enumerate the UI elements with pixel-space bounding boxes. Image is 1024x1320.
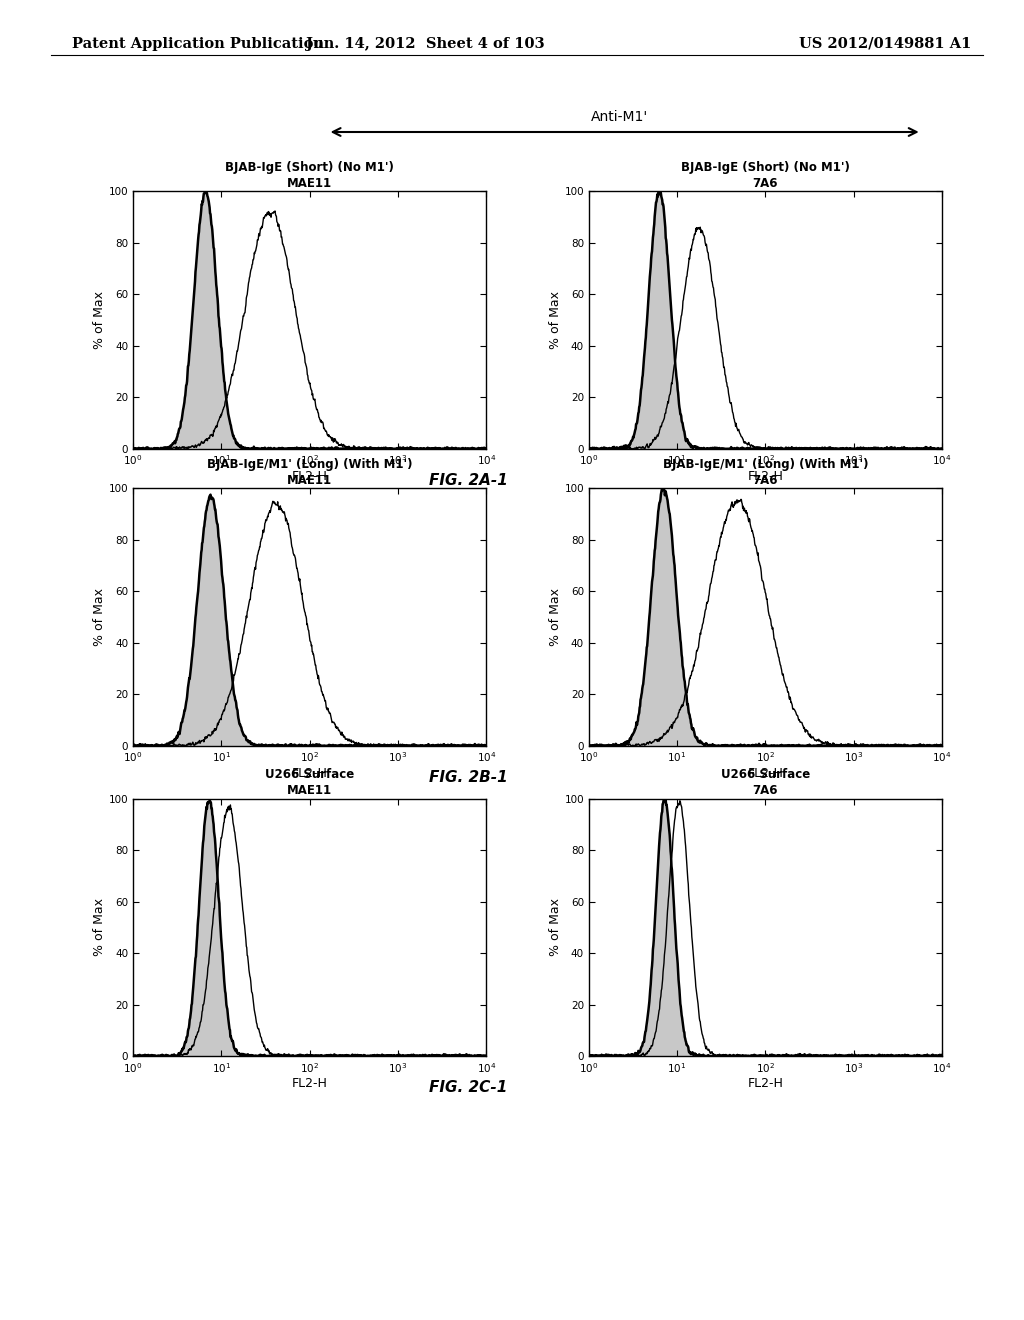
Title: U266 Surface
MAE11: U266 Surface MAE11 <box>265 768 354 797</box>
Y-axis label: % of Max: % of Max <box>93 899 105 956</box>
X-axis label: FL2-H: FL2-H <box>748 470 783 483</box>
X-axis label: FL2-H: FL2-H <box>292 767 328 780</box>
X-axis label: FL2-H: FL2-H <box>292 470 328 483</box>
Text: Anti-M1': Anti-M1' <box>591 110 648 124</box>
X-axis label: FL2-H: FL2-H <box>748 1077 783 1090</box>
Title: BJAB-IgE/M1' (Long) (With M1')
MAE11: BJAB-IgE/M1' (Long) (With M1') MAE11 <box>207 458 413 487</box>
Title: BJAB-IgE/M1' (Long) (With M1')
7A6: BJAB-IgE/M1' (Long) (With M1') 7A6 <box>663 458 868 487</box>
Title: U266 Surface
7A6: U266 Surface 7A6 <box>721 768 810 797</box>
Text: Jun. 14, 2012  Sheet 4 of 103: Jun. 14, 2012 Sheet 4 of 103 <box>305 37 545 51</box>
X-axis label: FL2-H: FL2-H <box>292 1077 328 1090</box>
Y-axis label: % of Max: % of Max <box>93 292 105 348</box>
Text: FIG. 2A-1: FIG. 2A-1 <box>428 473 508 487</box>
Y-axis label: % of Max: % of Max <box>549 899 561 956</box>
Text: Patent Application Publication: Patent Application Publication <box>72 37 324 51</box>
Y-axis label: % of Max: % of Max <box>549 589 561 645</box>
Text: US 2012/0149881 A1: US 2012/0149881 A1 <box>799 37 971 51</box>
Title: BJAB-IgE (Short) (No M1')
MAE11: BJAB-IgE (Short) (No M1') MAE11 <box>225 161 394 190</box>
Text: FIG. 2C-1: FIG. 2C-1 <box>429 1080 507 1094</box>
Text: FIG. 2B-1: FIG. 2B-1 <box>429 770 507 784</box>
Y-axis label: % of Max: % of Max <box>93 589 105 645</box>
Y-axis label: % of Max: % of Max <box>549 292 561 348</box>
X-axis label: FL2-H: FL2-H <box>748 767 783 780</box>
Title: BJAB-IgE (Short) (No M1')
7A6: BJAB-IgE (Short) (No M1') 7A6 <box>681 161 850 190</box>
